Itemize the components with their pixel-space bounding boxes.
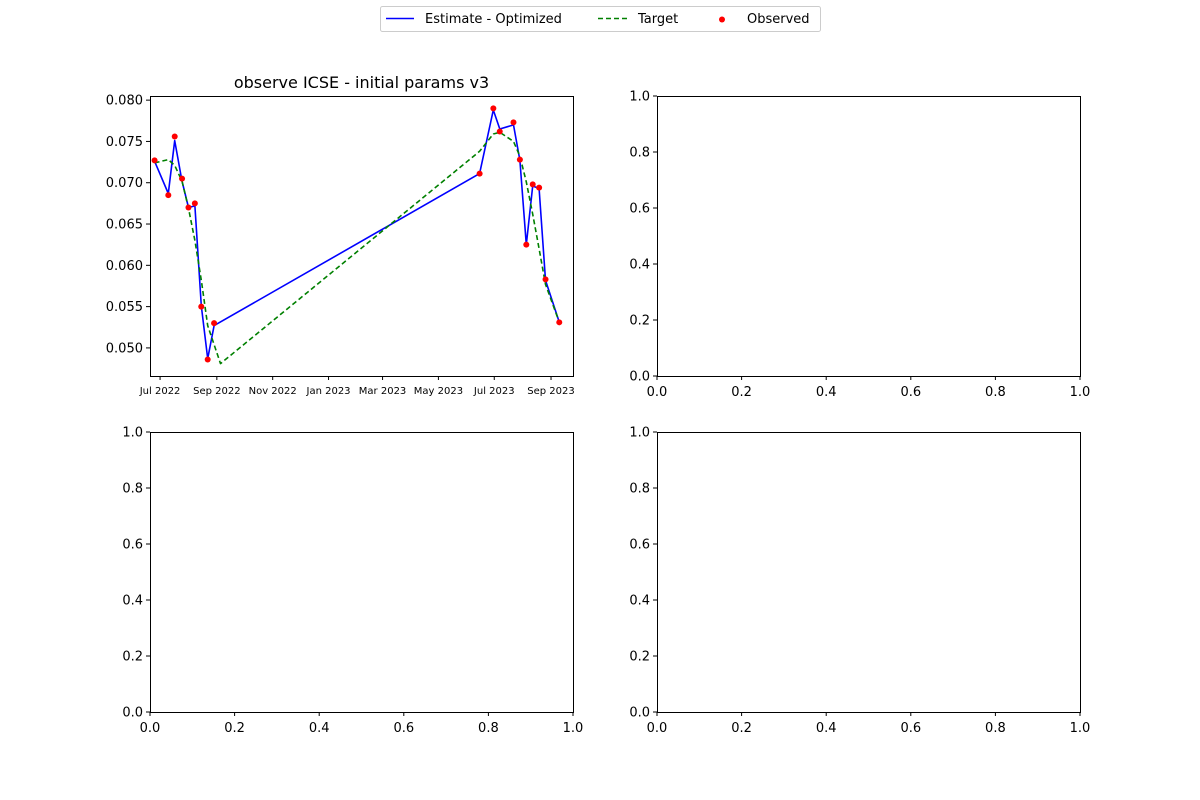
main-series-layer xyxy=(151,105,563,365)
legend: Estimate - Optimized Target Observed xyxy=(380,6,821,32)
point-observed xyxy=(204,356,211,363)
point-observed xyxy=(211,320,218,327)
subplot-main: observe ICSE - initial params v3 Jul 202… xyxy=(106,73,575,397)
y-tick-label: 0.055 xyxy=(106,300,143,315)
axes-frame xyxy=(150,432,574,713)
y-tick-label: 0.065 xyxy=(106,218,143,233)
x-tick-label: 0.4 xyxy=(816,385,837,400)
x-tick-label: 0.4 xyxy=(309,721,330,736)
x-tick-label: 0.0 xyxy=(647,385,668,400)
legend-label-target: Target xyxy=(637,12,678,27)
x-tick-label: 0.0 xyxy=(140,721,161,736)
point-observed xyxy=(179,175,186,182)
legend-label-estimate: Estimate - Optimized xyxy=(425,12,562,27)
x-tick-label: 0.8 xyxy=(985,721,1006,736)
subplot-top-right: 0.0 0.2 0.4 0.6 0.8 1.0 0.0 0.2 0.4 0.6 0.8 1.0 xyxy=(629,90,1090,401)
point-observed xyxy=(529,181,536,188)
axes-frame xyxy=(657,432,1081,713)
x-tick-label: 1.0 xyxy=(563,721,584,736)
y-tick-label: 0.4 xyxy=(629,258,650,273)
x-tick-label: 0.2 xyxy=(731,721,752,736)
x-tick-label: 1.0 xyxy=(1070,385,1091,400)
point-observed xyxy=(191,200,198,207)
legend-swatch-observed xyxy=(719,16,725,23)
y-tick-label: 0.6 xyxy=(122,538,143,553)
x-tick-label: Sep 2022 xyxy=(193,386,240,397)
y-tick-label: 0.080 xyxy=(106,94,143,109)
y-tick-label: 0.050 xyxy=(106,341,143,356)
y-tick-label: 1.0 xyxy=(629,426,650,441)
point-observed xyxy=(185,204,192,211)
point-observed xyxy=(556,319,563,326)
x-tick-label: Sep 2023 xyxy=(527,386,574,397)
point-observed xyxy=(198,303,205,310)
x-tick-label: 0.8 xyxy=(985,385,1006,400)
y-tick-label: 0.6 xyxy=(629,538,650,553)
y-tick-label: 0.8 xyxy=(629,482,650,497)
point-observed xyxy=(510,119,517,126)
x-tick-label: 0.2 xyxy=(224,721,245,736)
x-tick-label: 1.0 xyxy=(1070,721,1091,736)
point-observed xyxy=(516,156,523,163)
x-tick-label: May 2023 xyxy=(414,386,463,397)
x-tick-label: 0.2 xyxy=(731,385,752,400)
y-tick-label: 0.8 xyxy=(629,146,650,161)
y-tick-label: 0.0 xyxy=(629,706,650,721)
y-tick-label: 0.2 xyxy=(629,650,650,665)
legend-label-observed: Observed xyxy=(747,12,810,27)
y-tick-label: 0.6 xyxy=(629,202,650,217)
chart-title: observe ICSE - initial params v3 xyxy=(234,73,489,92)
point-observed xyxy=(496,128,503,135)
point-observed xyxy=(165,192,172,199)
x-tick-label: 0.6 xyxy=(900,385,921,400)
x-tick-label: Jan 2023 xyxy=(306,386,351,397)
x-tick-label: 0.4 xyxy=(816,721,837,736)
y-tick-label: 0.070 xyxy=(106,176,143,191)
x-tick-label: 0.0 xyxy=(647,721,668,736)
point-observed xyxy=(523,241,530,248)
y-tick-label: 1.0 xyxy=(122,426,143,441)
y-tick-label: 0.2 xyxy=(629,314,650,329)
y-tick-label: 0.8 xyxy=(122,482,143,497)
x-tick-label: Jul 2023 xyxy=(473,386,515,397)
x-tick-label: Nov 2022 xyxy=(249,386,297,397)
y-tick-label: 0.060 xyxy=(106,259,143,274)
x-tick-label: Jul 2022 xyxy=(139,386,181,397)
x-tick-label: 0.6 xyxy=(900,721,921,736)
x-tick-label: 0.6 xyxy=(393,721,414,736)
y-tick-label: 0.4 xyxy=(629,594,650,609)
y-tick-label: 0.075 xyxy=(106,135,143,150)
y-tick-label: 0.4 xyxy=(122,594,143,609)
point-observed xyxy=(476,170,483,177)
main-axes-frame xyxy=(150,96,574,377)
y-tick-label: 1.0 xyxy=(629,90,650,105)
series-line-target xyxy=(154,131,561,365)
main-axis-ticks: Jul 2022 Sep 2022 Nov 2022 Jan 2023 Mar 2023… xyxy=(106,94,575,397)
point-observed xyxy=(151,157,158,164)
point-observed xyxy=(171,133,178,140)
point-observed xyxy=(542,276,549,283)
x-tick-label: Mar 2023 xyxy=(359,386,407,397)
point-observed xyxy=(490,105,497,112)
x-tick-label: 0.8 xyxy=(478,721,499,736)
subplot-bottom-right: 0.0 0.2 0.4 0.6 0.8 1.0 0.0 0.2 0.4 0.6 0.8 1.0 xyxy=(629,426,1090,737)
subplot-bottom-left: 0.0 0.2 0.4 0.6 0.8 1.0 0.0 0.2 0.4 0.6 0.8 1.0 xyxy=(122,426,583,737)
y-tick-label: 0.0 xyxy=(629,370,650,385)
axes-frame xyxy=(657,96,1081,377)
y-tick-label: 0.2 xyxy=(122,650,143,665)
y-tick-label: 0.0 xyxy=(122,706,143,721)
point-observed xyxy=(536,184,543,191)
